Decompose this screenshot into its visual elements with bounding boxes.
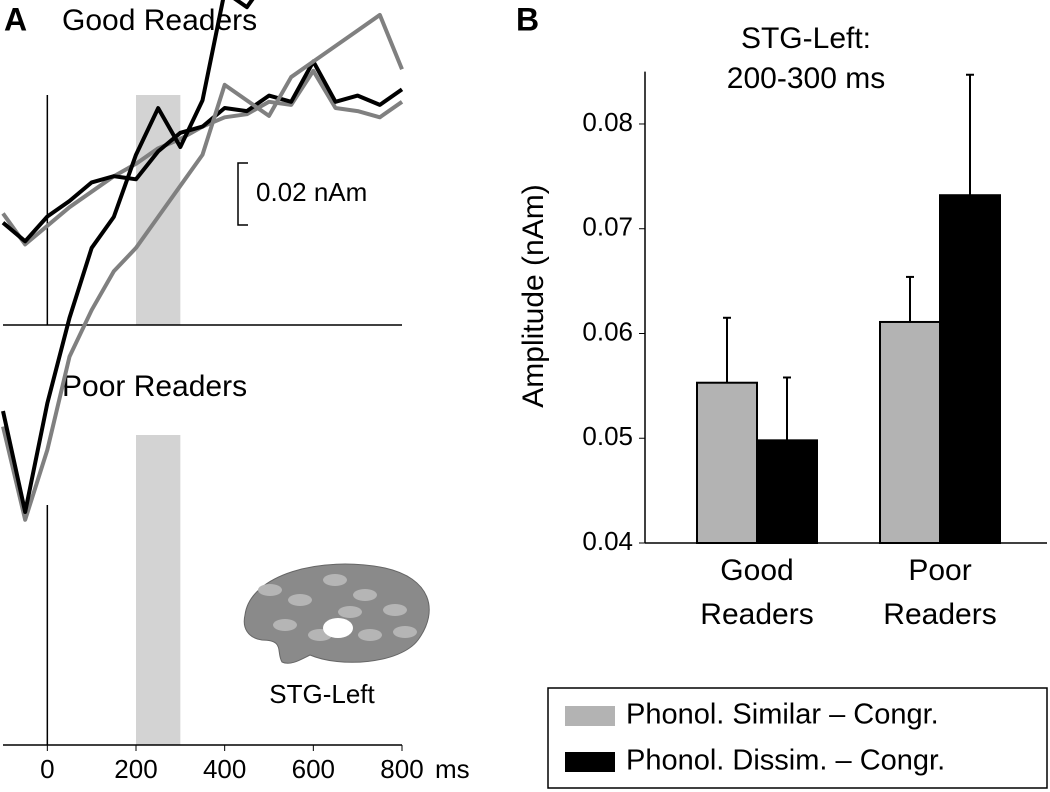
brain-gyrus	[273, 619, 297, 631]
scale-bar	[237, 162, 248, 226]
brain-gyrus	[358, 629, 382, 641]
legend-box	[547, 687, 1048, 789]
chart-title: STG-Left: 200-300 ms	[727, 22, 885, 95]
highlight-window	[136, 435, 181, 745]
x-tick-label: 200	[114, 754, 157, 784]
bar	[756, 439, 818, 545]
x-tick-label: 600	[292, 754, 335, 784]
legend-swatch	[565, 752, 615, 772]
panel-label: B	[516, 1, 539, 37]
highlight-window	[136, 95, 181, 325]
bar	[879, 320, 941, 545]
y-tick-label: 0.08	[582, 107, 633, 137]
brain-icon	[243, 563, 430, 664]
brain-gyrus	[258, 584, 282, 596]
brain-gyrus	[288, 594, 312, 606]
bar	[696, 381, 758, 544]
legend-label: Phonol. Similar – Congr.	[626, 699, 939, 731]
panel-label: A	[4, 1, 27, 37]
brain-gyrus	[323, 574, 347, 586]
waveform	[1, 0, 255, 514]
scale-bar-label: 0.02 nAm	[256, 177, 367, 207]
x-tick-label: 400	[203, 754, 246, 784]
brain-hole	[323, 618, 353, 638]
x-tick-label: 800	[380, 754, 423, 784]
waveform	[1, 59, 404, 244]
waveform	[1, 12, 404, 522]
y-tick-label: 0.05	[582, 421, 633, 451]
panel-title: Good Readers	[62, 4, 257, 37]
x-axis-label: ms	[435, 754, 470, 784]
brain-gyrus	[353, 589, 377, 601]
x-tick-label: Poor Readers	[883, 554, 996, 631]
brain-surface	[243, 563, 430, 664]
y-tick-label: 0.04	[582, 526, 633, 556]
brain-gyrus	[338, 606, 362, 618]
bar	[939, 194, 1001, 545]
y-tick-label: 0.06	[582, 316, 633, 346]
brain-gyrus	[383, 604, 407, 616]
legend-label: Phonol. Dissim. – Congr.	[626, 745, 945, 777]
y-tick-label: 0.07	[582, 212, 633, 242]
x-tick-label: Good Readers	[700, 554, 813, 631]
x-tick-label: 0	[40, 754, 54, 784]
brain-gyrus	[393, 626, 417, 638]
y-axis-label: Amplitude (nAm)	[517, 184, 550, 407]
brain-label: STG-Left	[269, 679, 375, 709]
panel-title: Poor Readers	[62, 370, 247, 403]
legend-swatch	[565, 706, 615, 726]
